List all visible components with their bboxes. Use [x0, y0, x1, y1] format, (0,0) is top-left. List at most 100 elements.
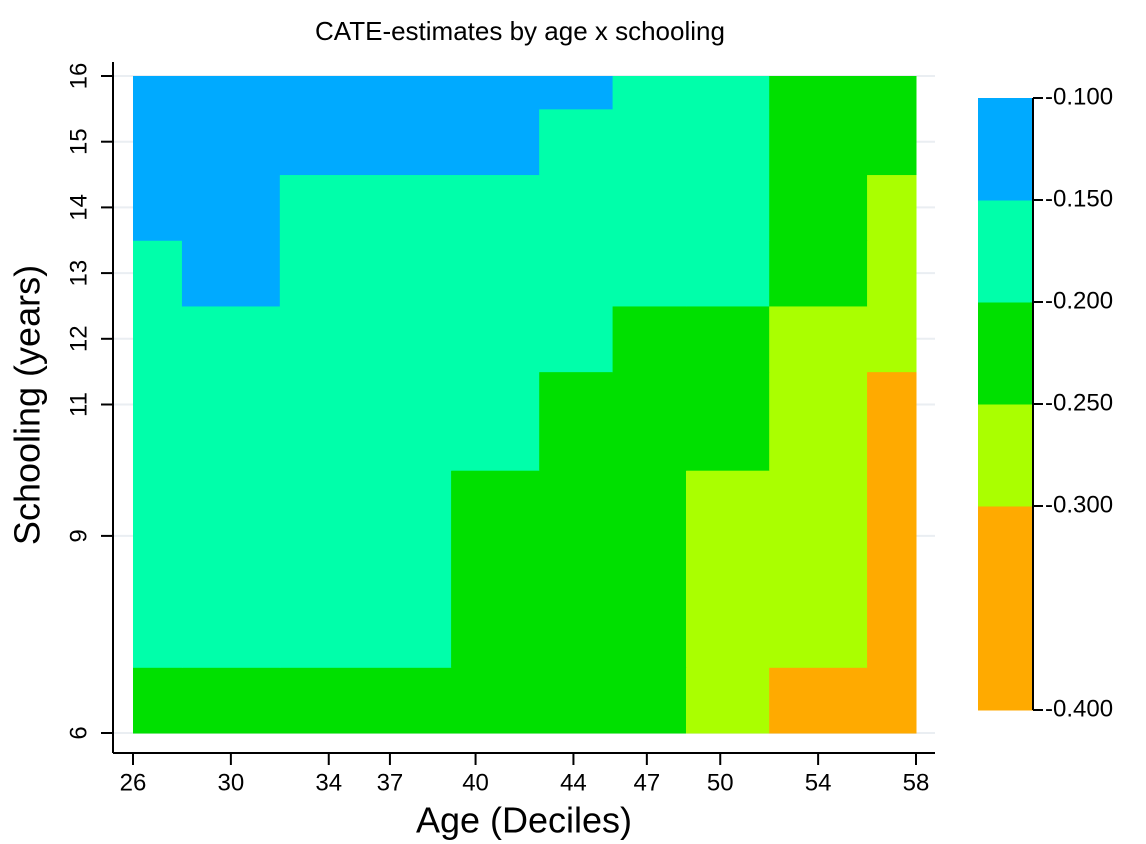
x-tick-label: 47: [633, 769, 660, 796]
heatmap-cell: [539, 470, 614, 668]
heatmap-cell: [181, 371, 281, 471]
heatmap-cell: [539, 108, 614, 176]
heatmap-cell: [133, 76, 183, 110]
heatmap-cell: [181, 76, 281, 110]
colorbar: -0.400 -0.300 -0.250 -0.200 -0.150 -0.100: [978, 83, 1113, 722]
y-axis-title: Schooling (years): [7, 265, 48, 545]
heatmap-cell: [279, 305, 452, 373]
colorbar-tick-label: -0.150: [1045, 185, 1113, 212]
x-tick-label: 54: [805, 769, 832, 796]
colorbar-segment: [978, 404, 1033, 507]
y-tick-label: 11: [65, 392, 92, 417]
heatmap-cell: [685, 174, 770, 241]
heatmap-cell: [181, 174, 281, 241]
heatmap-cell: [181, 240, 281, 307]
x-tick-label: 44: [560, 769, 587, 796]
heatmap-cell: [451, 305, 540, 373]
x-tick-label: 34: [315, 769, 342, 796]
x-tick-label: 30: [218, 769, 245, 796]
heatmap-cell: [769, 108, 868, 176]
heatmap-cell: [539, 305, 614, 373]
heatmap-cell: [133, 305, 183, 373]
heatmap-cell: [867, 108, 917, 176]
heatmap-cell: [451, 174, 540, 241]
y-tick-label: 16: [65, 63, 92, 90]
heatmap-cell: [451, 667, 540, 734]
heatmap-cell: [685, 305, 770, 373]
heatmap-cell: [685, 371, 770, 471]
heatmap-cell: [685, 240, 770, 307]
heatmap-cell: [133, 470, 183, 668]
colorbar-tick-label: -0.300: [1045, 491, 1113, 518]
heatmap-cell: [867, 470, 917, 668]
heatmap-cell: [451, 470, 540, 668]
x-tick-label: 50: [707, 769, 734, 796]
heatmap-cell: [539, 174, 614, 241]
heatmap-cell: [867, 174, 917, 241]
x-tick-label: 40: [462, 769, 489, 796]
heatmap-cell: [867, 240, 917, 307]
heatmap-cell: [133, 108, 183, 176]
heatmap-cell: [181, 108, 281, 176]
heatmap-cell: [867, 305, 917, 373]
heatmap-cell: [181, 667, 281, 734]
colorbar-segment: [978, 200, 1033, 303]
heatmap-cell: [451, 240, 540, 307]
heatmap-cell: [451, 108, 540, 176]
colorbar-tick-label: -0.400: [1045, 695, 1113, 722]
heatmap-cell: [539, 667, 614, 734]
colorbar-tick-label: -0.100: [1045, 83, 1113, 110]
heatmap-cell: [685, 667, 770, 734]
heatmap-cell: [181, 470, 281, 668]
heatmap-cell: [685, 470, 770, 668]
heatmap-cell: [867, 76, 917, 110]
heatmap-cell: [612, 305, 687, 373]
heatmap-cell: [451, 76, 540, 110]
heatmap: [133, 76, 917, 734]
heatmap-cell: [279, 240, 452, 307]
heatmap-cell: [181, 305, 281, 373]
heatmap-cell: [867, 371, 917, 471]
x-tick-label: 37: [377, 769, 404, 796]
heatmap-cell: [867, 667, 917, 734]
heatmap-cell: [279, 76, 452, 110]
heatmap-cell: [279, 174, 452, 241]
heatmap-cell: [279, 470, 452, 668]
colorbar-tick-label: -0.200: [1045, 287, 1113, 314]
heatmap-cell: [133, 174, 183, 241]
heatmap-cell: [133, 667, 183, 734]
y-tick-label: 9: [65, 529, 92, 542]
heatmap-cell: [769, 667, 868, 734]
heatmap-cell: [539, 371, 614, 471]
heatmap-cell: [539, 76, 614, 110]
heatmap-cell: [612, 76, 687, 110]
colorbar-tick-label: -0.250: [1045, 389, 1113, 416]
chart-title: CATE-estimates by age x schooling: [315, 16, 725, 46]
y-tick-label: 12: [65, 325, 92, 352]
x-axis-title: Age (Deciles): [416, 800, 632, 841]
heatmap-cell: [133, 240, 183, 307]
y-tick-label: 13: [65, 260, 92, 287]
heatmap-cell: [612, 108, 687, 176]
heatmap-cell: [685, 76, 770, 110]
heatmap-cell: [133, 371, 183, 471]
heatmap-cell: [279, 667, 452, 734]
axes: 6 9 11 12 13 14 15 16 26 30 34 37 40 44 47 50 54 58: [65, 62, 935, 796]
heatmap-cell: [612, 174, 687, 241]
heatmap-cell: [279, 108, 452, 176]
heatmap-cell: [769, 371, 868, 471]
heatmap-cell: [769, 305, 868, 373]
heatmap-cell: [685, 108, 770, 176]
colorbar-segment: [978, 98, 1033, 201]
heatmap-cell: [612, 470, 687, 668]
heatmap-cell: [612, 240, 687, 307]
heatmap-cell: [769, 470, 868, 668]
colorbar-segment: [978, 302, 1033, 405]
heatmap-cell: [612, 667, 687, 734]
y-tick-label: 15: [65, 128, 92, 155]
heatmap-cell: [769, 240, 868, 307]
heatmap-cell: [612, 371, 687, 471]
y-tick-label: 14: [65, 194, 92, 221]
heatmap-cell: [539, 240, 614, 307]
